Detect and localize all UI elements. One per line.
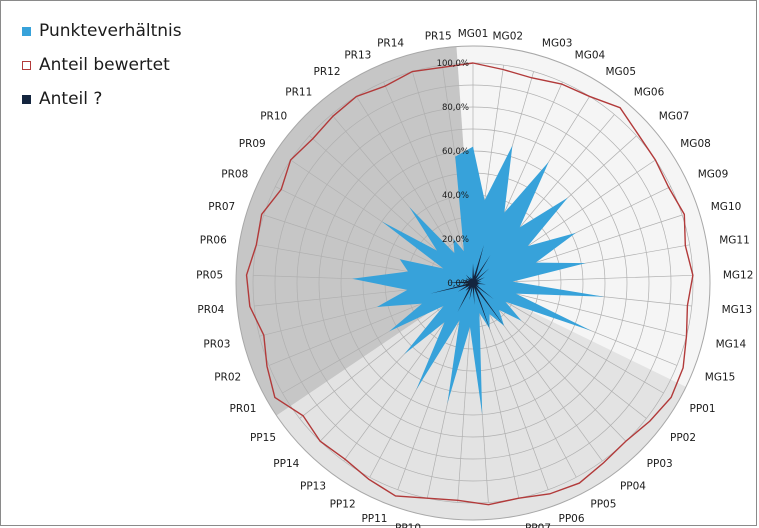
category-label-pr11: PR11 (285, 86, 312, 98)
category-label-pr08: PR08 (221, 168, 248, 180)
grid-spoke-pr12 (356, 96, 474, 284)
category-label-pr05: PR05 (196, 269, 223, 281)
legend-label-anteil-fragezeichen: Anteil ? (39, 89, 103, 109)
series-anteil-fragezeichen (430, 244, 506, 333)
category-label-mg01: MG01 (458, 28, 489, 40)
category-label-pp07: PP07 (525, 523, 551, 528)
category-label-mg15: MG15 (705, 372, 736, 384)
category-label-pp03: PP03 (647, 458, 673, 470)
category-label-pr04: PR04 (197, 304, 224, 316)
category-label-pr07: PR07 (208, 201, 235, 213)
grid-spoke-pr08 (275, 186, 474, 284)
category-label-pp13: PP13 (300, 480, 326, 492)
category-label-pr03: PR03 (203, 338, 230, 350)
category-label-pp05: PP05 (590, 499, 616, 511)
legend-label-punkteverhaeltnis: Punkteverhältnis (39, 21, 182, 41)
category-label-pp06: PP06 (559, 513, 585, 525)
category-label-pp02: PP02 (670, 432, 696, 444)
category-label-pr15: PR15 (425, 30, 452, 42)
category-label-mg05: MG05 (605, 66, 636, 78)
grid-spoke-pp07 (472, 282, 520, 499)
tick-label: 0,0% (447, 279, 469, 289)
category-label-pr06: PR06 (200, 235, 227, 247)
legend-swatch-anteil-bewertet (22, 60, 31, 70)
legend: Punkteverhältnis Anteil bewertet Anteil … (22, 14, 182, 116)
legend-swatch-anteil-fragezeichen (22, 94, 31, 104)
grid-spoke-pr14 (412, 71, 474, 284)
category-label-pr13: PR13 (344, 50, 371, 62)
tick-label: 100,0% (437, 59, 469, 69)
tick-label: 40,0% (442, 191, 469, 201)
category-label-pp14: PP14 (273, 458, 299, 470)
category-label-mg04: MG04 (575, 50, 606, 62)
series-anteil-bewertet (245, 62, 694, 506)
legend-item-anteil-fragezeichen: Anteil ? (22, 82, 182, 116)
category-label-mg12: MG12 (723, 269, 754, 281)
category-label-mg06: MG06 (634, 86, 665, 98)
legend-item-anteil-bewertet: Anteil bewertet (22, 48, 182, 82)
category-label-mg14: MG14 (716, 338, 747, 350)
legend-item-punkteverhaeltnis: Punkteverhältnis (22, 14, 182, 48)
category-label-pr12: PR12 (314, 66, 341, 78)
tick-label: 20,0% (442, 235, 469, 245)
category-label-mg10: MG10 (711, 201, 742, 213)
category-label-mg11: MG11 (719, 235, 750, 247)
category-label-mg07: MG07 (659, 111, 690, 123)
outer-circle (235, 45, 711, 521)
category-label-pr14: PR14 (377, 38, 404, 50)
tick-label: 80,0% (442, 103, 469, 113)
category-label-pp04: PP04 (620, 480, 646, 492)
category-label-mg13: MG13 (722, 304, 753, 316)
category-label-mg09: MG09 (698, 168, 729, 180)
category-label-pr10: PR10 (260, 111, 287, 123)
background-band-3 (236, 46, 473, 416)
category-label-pp01: PP01 (690, 403, 716, 415)
legend-swatch-punkteverhaeltnis (22, 26, 31, 36)
category-label-mg02: MG02 (493, 30, 524, 42)
category-label-pp11: PP11 (361, 513, 387, 525)
category-label-pr09: PR09 (239, 138, 266, 150)
legend-label-anteil-bewertet: Anteil bewertet (39, 55, 170, 75)
grid-spoke-pp05 (472, 282, 577, 478)
category-label-mg03: MG03 (542, 38, 573, 50)
category-label-pp15: PP15 (250, 432, 276, 444)
category-label-pr01: PR01 (229, 403, 256, 415)
category-label-pp10: PP10 (395, 523, 421, 528)
category-label-mg08: MG08 (680, 138, 711, 150)
category-label-pr02: PR02 (214, 372, 241, 384)
tick-label: 60,0% (442, 147, 469, 157)
category-label-pp12: PP12 (330, 499, 356, 511)
